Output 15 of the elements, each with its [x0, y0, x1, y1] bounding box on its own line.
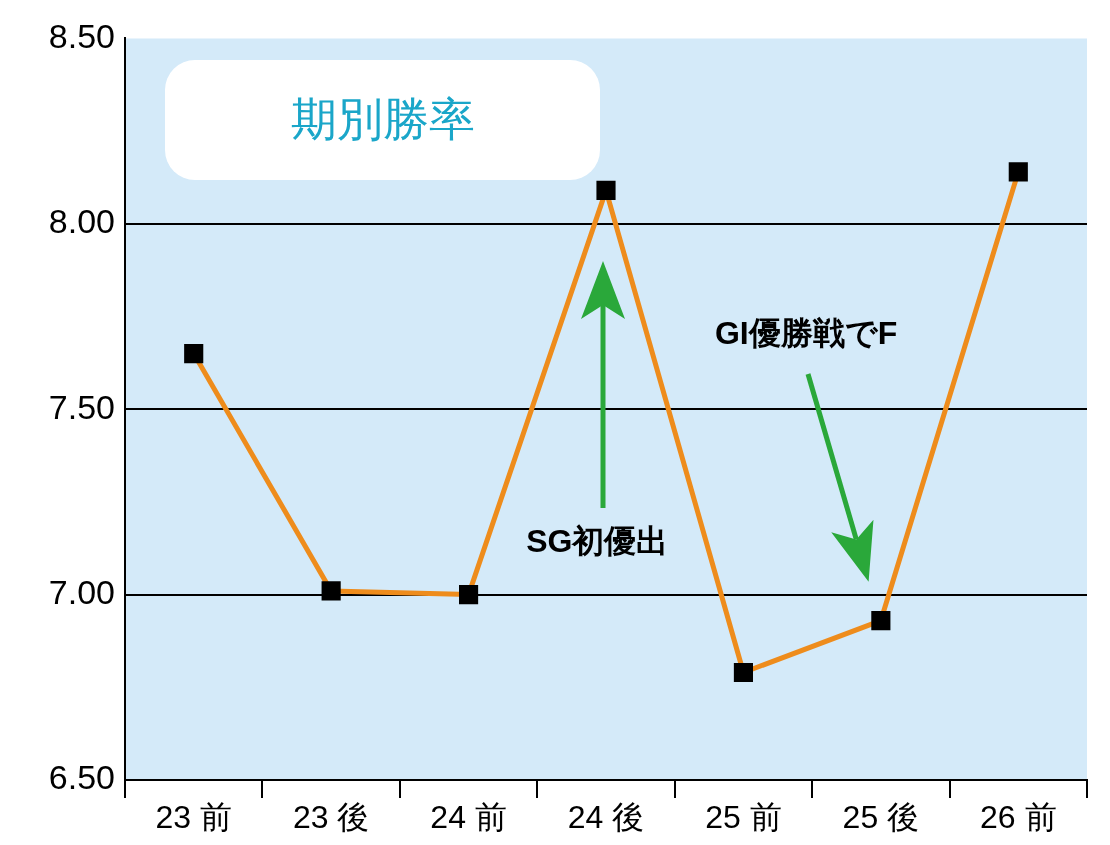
x-tick-label: 23 前: [155, 799, 232, 836]
x-tick-label: 25 後: [842, 799, 920, 836]
x-tick-label: 24 後: [567, 799, 645, 836]
y-tick-label: 7.50: [48, 387, 115, 426]
x-tick-label: 26 前: [980, 799, 1057, 836]
y-tick-label: 8.50: [48, 16, 115, 55]
annotation: GI優勝戦でF: [714, 314, 898, 351]
x-tick-label: 24 前: [430, 799, 507, 836]
x-tick-label: 23 後: [292, 799, 370, 836]
annotation: SG初優出: [526, 522, 669, 559]
y-tick-label: 6.50: [48, 758, 115, 797]
y-tick-label: 7.00: [48, 572, 115, 611]
y-tick-label: 8.00: [48, 202, 115, 241]
x-tick-label: 25 前: [705, 799, 782, 836]
text: 期別勝率: [290, 92, 475, 148]
